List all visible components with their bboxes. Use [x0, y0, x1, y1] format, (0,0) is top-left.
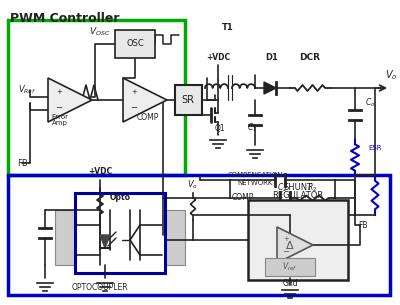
Text: REGULATOR: REGULATOR — [272, 192, 324, 200]
Text: FB: FB — [17, 159, 27, 167]
Text: $C_o$: $C_o$ — [365, 97, 375, 109]
Text: $C_1$: $C_1$ — [247, 122, 257, 134]
Text: D1: D1 — [266, 53, 278, 63]
Text: PWM Controller: PWM Controller — [10, 12, 120, 25]
Text: $V_{ref}$: $V_{ref}$ — [282, 261, 298, 273]
Text: DCR: DCR — [300, 53, 320, 63]
Text: +: + — [131, 89, 137, 95]
Text: −: − — [130, 103, 138, 112]
Text: $V_o$: $V_o$ — [188, 179, 198, 191]
Text: OPTOCOUPLER: OPTOCOUPLER — [72, 284, 128, 292]
Text: $R_2$: $R_2$ — [307, 182, 317, 194]
Bar — [248, 200, 348, 280]
Bar — [8, 20, 185, 175]
Polygon shape — [264, 82, 276, 94]
Bar — [8, 175, 390, 295]
Text: $V_o$: $V_o$ — [385, 68, 398, 82]
Bar — [75, 193, 165, 273]
Text: +VDC: +VDC — [88, 167, 112, 177]
Text: ESR: ESR — [368, 145, 382, 151]
Polygon shape — [48, 78, 92, 122]
Text: Error: Error — [52, 114, 68, 120]
Text: FB: FB — [358, 221, 368, 229]
Text: +VDC: +VDC — [206, 52, 230, 62]
Text: COMPENSATION: COMPENSATION — [227, 172, 283, 178]
Text: $C_2$: $C_2$ — [277, 182, 287, 194]
Bar — [115, 30, 155, 58]
Bar — [165, 210, 185, 265]
Bar — [265, 258, 315, 276]
Text: T1: T1 — [222, 23, 234, 33]
Bar — [55, 210, 75, 265]
Text: COMP: COMP — [137, 113, 159, 121]
Text: SR: SR — [182, 95, 194, 105]
Text: SHUNT: SHUNT — [284, 184, 312, 192]
Polygon shape — [100, 235, 110, 248]
Text: +: + — [56, 89, 62, 95]
Text: NETWORK: NETWORK — [237, 180, 273, 186]
Text: −: − — [282, 247, 290, 256]
Text: Opto: Opto — [110, 193, 130, 203]
Text: $V_{OSC}$: $V_{OSC}$ — [89, 26, 111, 38]
Polygon shape — [123, 78, 167, 122]
Text: +: + — [283, 236, 289, 242]
Text: $\mathregular{\Delta}$: $\mathregular{\Delta}$ — [285, 239, 295, 251]
Text: −: − — [56, 103, 62, 112]
Text: Amp: Amp — [52, 120, 68, 126]
Text: $V_{Ref}$: $V_{Ref}$ — [18, 84, 36, 96]
Text: Q1: Q1 — [215, 124, 226, 132]
Text: Gnd: Gnd — [282, 278, 298, 288]
Text: COMP: COMP — [232, 193, 254, 203]
Polygon shape — [277, 227, 313, 263]
Bar — [175, 85, 202, 115]
Text: OSC: OSC — [126, 40, 144, 48]
